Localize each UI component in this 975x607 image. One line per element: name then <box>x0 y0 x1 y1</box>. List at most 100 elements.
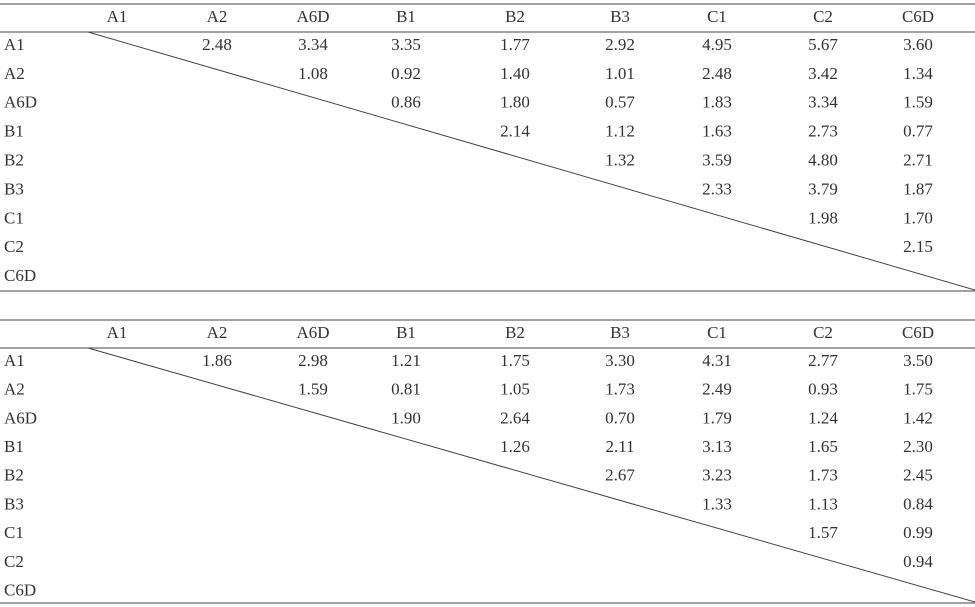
cell-value: 2.15 <box>903 237 933 256</box>
cell-value: 0.57 <box>605 93 635 112</box>
row-label: C2 <box>4 552 24 571</box>
column-header: C1 <box>707 7 727 26</box>
row-label: A2 <box>4 380 25 399</box>
cell-value: 1.90 <box>391 408 421 427</box>
cell-value: 1.73 <box>808 466 838 485</box>
cell-value: 1.40 <box>500 64 530 83</box>
cell-value: 0.94 <box>903 552 933 571</box>
column-header: B2 <box>505 7 525 26</box>
cell-value: 1.86 <box>202 351 232 370</box>
cell-value: 2.48 <box>202 35 232 54</box>
cell-value: 0.81 <box>391 380 421 399</box>
row-label: C6D <box>4 266 36 285</box>
cell-value: 2.77 <box>808 351 838 370</box>
row-label: B2 <box>4 466 24 485</box>
cell-value: 2.14 <box>500 122 530 141</box>
row-label: C1 <box>4 208 24 227</box>
cell-value: 3.13 <box>702 437 732 456</box>
column-header: C6D <box>902 323 934 342</box>
cell-value: 2.49 <box>702 380 732 399</box>
cell-value: 1.87 <box>903 179 933 198</box>
column-header: B2 <box>505 323 525 342</box>
cell-value: 1.33 <box>702 494 732 513</box>
cell-value: 3.42 <box>808 64 838 83</box>
cell-value: 0.70 <box>605 408 635 427</box>
column-header: A2 <box>207 7 228 26</box>
cell-value: 1.75 <box>500 351 530 370</box>
row-label: A6D <box>4 93 37 112</box>
cell-value: 1.13 <box>808 494 838 513</box>
cell-value: 1.73 <box>605 380 635 399</box>
cell-value: 3.23 <box>702 466 732 485</box>
cell-value: 3.35 <box>391 35 421 54</box>
cell-value: 0.84 <box>903 494 933 513</box>
cell-value: 1.80 <box>500 93 530 112</box>
row-label: B1 <box>4 122 24 141</box>
cell-value: 2.11 <box>605 437 634 456</box>
cell-value: 1.05 <box>500 380 530 399</box>
cell-value: 3.50 <box>903 351 933 370</box>
cell-value: 1.34 <box>903 64 933 83</box>
cell-value: 4.80 <box>808 151 838 170</box>
cell-value: 0.86 <box>391 93 421 112</box>
row-label: B3 <box>4 494 24 513</box>
column-header: B1 <box>396 7 416 26</box>
cell-value: 2.92 <box>605 35 635 54</box>
cell-value: 1.75 <box>903 380 933 399</box>
column-header: A1 <box>107 7 128 26</box>
cell-value: 1.63 <box>702 122 732 141</box>
cell-value: 0.93 <box>808 380 838 399</box>
cell-value: 2.45 <box>903 466 933 485</box>
cell-value: 1.24 <box>808 408 838 427</box>
column-header: A6D <box>296 7 329 26</box>
column-header: C1 <box>707 323 727 342</box>
cell-value: 4.95 <box>702 35 732 54</box>
column-header: A2 <box>207 323 228 342</box>
cell-value: 3.60 <box>903 35 933 54</box>
diagonal-line <box>87 31 975 291</box>
cell-value: 1.79 <box>702 408 732 427</box>
cell-value: 3.34 <box>808 93 838 112</box>
cell-value: 1.77 <box>500 35 530 54</box>
cell-value: 2.98 <box>298 351 328 370</box>
column-header: C2 <box>813 323 833 342</box>
cell-value: 1.21 <box>391 351 421 370</box>
cell-value: 0.77 <box>903 122 933 141</box>
row-label: A2 <box>4 64 25 83</box>
cell-value: 1.65 <box>808 437 838 456</box>
cell-value: 0.92 <box>391 64 421 83</box>
cell-value: 1.08 <box>298 64 328 83</box>
cell-value: 2.67 <box>605 466 635 485</box>
column-header: B3 <box>610 323 630 342</box>
cell-value: 3.79 <box>808 179 838 198</box>
cell-value: 1.32 <box>605 151 635 170</box>
column-header: C2 <box>813 7 833 26</box>
cell-value: 1.12 <box>605 122 635 141</box>
cell-value: 1.59 <box>298 380 328 399</box>
column-header: B1 <box>396 323 416 342</box>
row-label: B2 <box>4 151 24 170</box>
cell-value: 2.48 <box>702 64 732 83</box>
cell-value: 5.67 <box>808 35 838 54</box>
cell-value: 3.30 <box>605 351 635 370</box>
cell-value: 1.01 <box>605 64 635 83</box>
cell-value: 2.33 <box>702 179 732 198</box>
row-label: C6D <box>4 581 36 600</box>
cell-value: 1.70 <box>903 208 933 227</box>
cell-value: 1.57 <box>808 523 838 542</box>
cell-value: 2.73 <box>808 122 838 141</box>
cell-value: 1.59 <box>903 93 933 112</box>
cell-value: 1.42 <box>903 408 933 427</box>
cell-value: 3.34 <box>298 35 328 54</box>
row-label: A1 <box>4 35 25 54</box>
cell-value: 2.71 <box>903 151 933 170</box>
row-label: B1 <box>4 437 24 456</box>
diagonal-line <box>87 347 975 603</box>
row-label: A6D <box>4 408 37 427</box>
cell-value: 1.98 <box>808 208 838 227</box>
cell-value: 2.64 <box>500 408 530 427</box>
row-label: C2 <box>4 237 24 256</box>
cell-value: 4.31 <box>702 351 732 370</box>
cell-value: 1.26 <box>500 437 530 456</box>
